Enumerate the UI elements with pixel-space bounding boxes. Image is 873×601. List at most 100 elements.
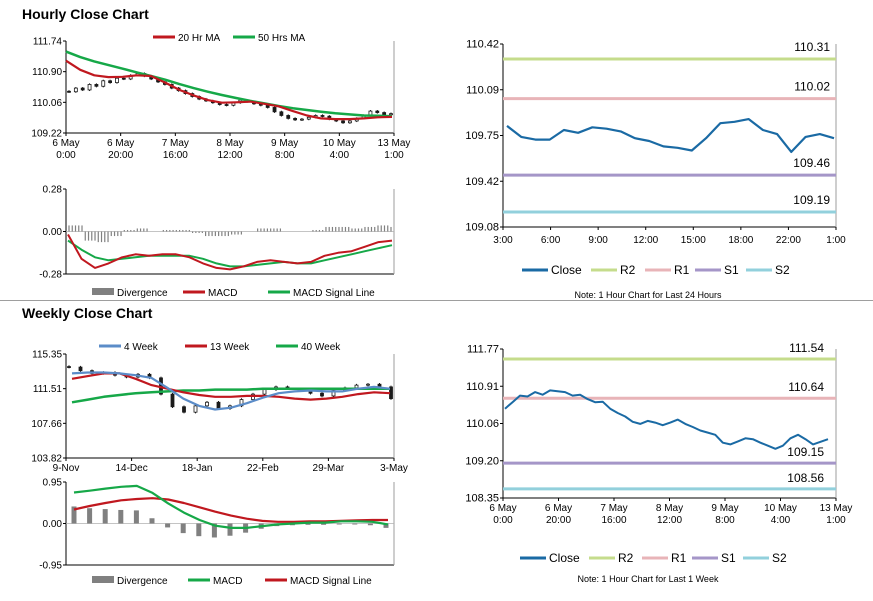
pivot-level-label: 111.54 [789, 341, 824, 355]
y-tick-label: 115.35 [32, 350, 62, 361]
candle-body [354, 384, 359, 389]
macd-line [73, 484, 389, 530]
x-tick-label: 6:00 [541, 235, 561, 246]
y-tick-label: 109.20 [465, 455, 499, 467]
y-tick-label: 110.90 [32, 67, 62, 78]
divergence-bar [211, 523, 217, 538]
x-tick-label: 4:00 [330, 150, 350, 161]
legend-label: 50 Hrs MA [258, 33, 306, 44]
divergence-bar [102, 509, 108, 524]
y-tick-label: 0.28 [43, 185, 63, 196]
candle-body [94, 84, 99, 87]
x-tick-label: 9:00 [588, 235, 608, 246]
candle-body [73, 87, 78, 93]
candle-body [300, 118, 304, 121]
y-tick-label: -0.95 [39, 561, 62, 572]
legend-label: MACD Signal Line [290, 576, 372, 587]
y-tick-label: 110.91 [466, 381, 499, 393]
y-tick-label: -0.28 [39, 270, 62, 281]
x-tick-label: 22:00 [776, 235, 801, 246]
x-tick-label: 3-May [380, 463, 408, 474]
legend-label: 40 Week [301, 342, 341, 353]
candle-body [286, 115, 291, 119]
x-tick-label: 18-Jan [182, 463, 213, 474]
candle-body [80, 87, 85, 91]
legend-label: R2 [618, 551, 634, 565]
candle-body [108, 80, 113, 84]
x-tick-label: 9-Nov [53, 463, 80, 474]
y-tick-label: 108.35 [465, 493, 499, 505]
legend-swatch [92, 288, 114, 295]
pivot-level-label: 109.46 [793, 156, 830, 170]
chart-note: Note: 1 Hour Chart for Last 24 Hours [574, 290, 722, 300]
divergence-bar [321, 523, 327, 525]
x-tick-label: 12:00 [217, 150, 242, 161]
legend-label: R2 [620, 263, 636, 277]
y-tick-label: 111.51 [33, 384, 63, 395]
y-tick-label: 109.42 [465, 176, 499, 188]
close-line [506, 117, 835, 153]
legend-label: 4 Week [124, 342, 159, 353]
y-tick-label: 107.66 [31, 419, 62, 430]
candle-body [375, 110, 380, 113]
x-tick-label: 12:00 [657, 515, 682, 526]
divergence-bar [180, 523, 186, 534]
divergence-bar [133, 510, 139, 524]
x-tick-label: 1:00 [826, 515, 846, 526]
x-tick-label: 8:00 [275, 150, 295, 161]
candle-body [366, 383, 370, 386]
divergence-bar [71, 506, 77, 524]
y-tick-label: 110.09 [466, 84, 499, 96]
divergence-bar [367, 523, 373, 526]
ma13-line [71, 372, 391, 401]
divergence-bar [149, 518, 155, 524]
candle-body [320, 115, 325, 117]
divergence-bar [227, 523, 233, 536]
ma20-line [65, 59, 393, 121]
x-tick-label: 18:00 [728, 235, 753, 246]
candle-body [382, 112, 387, 116]
x-tick-label: 6 May [545, 503, 572, 514]
legend-label: 13 Week [210, 342, 250, 353]
candle-body [306, 116, 311, 120]
hourly-section-title: Hourly Close Chart [22, 6, 149, 22]
pivot-level-label: 110.02 [794, 80, 830, 94]
x-tick-label: 13 May [820, 503, 853, 514]
legend-label: R1 [671, 551, 687, 565]
x-tick-label: 1:00 [826, 235, 846, 246]
x-tick-label: 8:00 [715, 515, 735, 526]
section-divider [0, 300, 873, 301]
pivot-level-label: 110.64 [788, 380, 824, 394]
x-tick-label: 8 May [656, 503, 683, 514]
ma50-line [65, 50, 393, 118]
y-tick-label: 103.82 [31, 454, 62, 465]
divergence-bar [165, 523, 171, 528]
legend-label: S2 [772, 551, 787, 565]
legend-swatch [92, 576, 114, 583]
weekly-macd-chart: 0.95 0.00 -0.95 Divergence MACD MACD Signal L… [39, 478, 395, 587]
x-tick-label: 6 May [107, 138, 134, 149]
x-tick-label: 20:00 [546, 515, 571, 526]
legend-label: MACD Signal Line [293, 288, 375, 299]
x-tick-label: 12:00 [633, 235, 658, 246]
close-line [504, 389, 829, 450]
y-tick-label: 109.75 [465, 130, 499, 142]
candle-body [170, 393, 175, 408]
candle-body [341, 120, 345, 124]
x-tick-label: 3:00 [493, 235, 513, 246]
legend-label: Close [549, 551, 580, 565]
x-tick-label: 6 May [52, 138, 79, 149]
x-tick-label: 16:00 [163, 150, 188, 161]
candle-body [216, 401, 221, 409]
x-tick-label: 6 May [489, 503, 516, 514]
hourly-pivot-chart: 110.42 110.09 109.75 109.42 109.083:00 6:00 9:… [465, 39, 846, 301]
x-tick-label: 10 May [323, 138, 356, 149]
candle-body [389, 113, 393, 116]
divergence-bar [352, 523, 358, 525]
x-tick-label: 22-Feb [247, 463, 279, 474]
divergence-bar [336, 523, 342, 525]
legend-label: Divergence [117, 288, 168, 299]
candle-body [279, 111, 284, 116]
x-tick-label: 4:00 [771, 515, 791, 526]
